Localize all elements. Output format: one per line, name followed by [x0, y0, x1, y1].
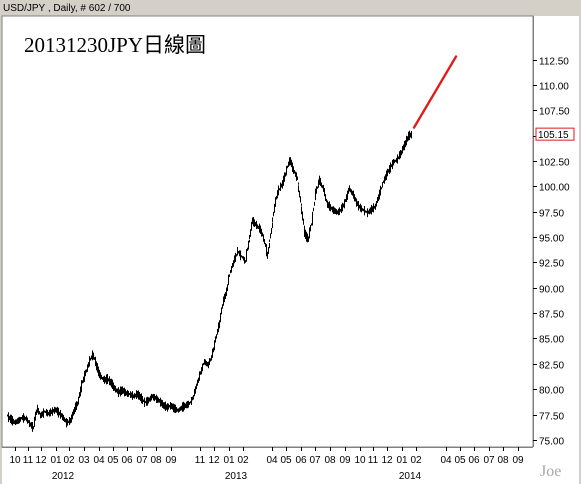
price-bars — [7, 130, 412, 432]
y-tick-label: 112.50 — [539, 57, 569, 68]
x-year-label: 2013 — [225, 471, 248, 482]
y-tick-label: 97.50 — [539, 209, 564, 220]
price-axis-panel — [533, 16, 579, 447]
x-tick-label: 12 — [208, 455, 220, 466]
chart-title: 20131230JPY日線圖 — [24, 33, 206, 57]
projection-line — [412, 55, 458, 129]
y-tick-label: 80.00 — [539, 386, 564, 397]
watermark: Joe — [540, 463, 561, 480]
x-tick-label: 04 — [93, 455, 105, 466]
y-tick-label: 102.50 — [539, 158, 570, 169]
y-tick-label: 110.00 — [539, 82, 569, 93]
x-tick-label: 05 — [107, 455, 119, 466]
x-tick-label: 07 — [309, 455, 321, 466]
x-tick-label: 01 — [223, 455, 235, 466]
y-tick-label: 77.50 — [539, 412, 564, 423]
x-tick-label: 07 — [483, 455, 495, 466]
x-tick-label: 11 — [23, 455, 34, 466]
x-tick-label: 05 — [280, 455, 292, 466]
x-tick-label: 06 — [121, 455, 133, 466]
x-tick-label: 11 — [368, 455, 379, 466]
current-price-marker: 105.15 — [535, 127, 575, 141]
y-tick-label: 85.00 — [539, 335, 564, 346]
y-tick-label: 82.50 — [539, 361, 564, 372]
time-axis: 10 11 12 01 02 03 04 05 06 07 08 09 11 12 01 02 04 05 06 07… — [9, 447, 524, 482]
plot-area[interactable] — [1, 15, 534, 448]
x-tick-label: 01 — [396, 455, 408, 466]
x-tick-label: 10 — [9, 455, 21, 466]
x-tick-label: 04 — [440, 455, 452, 466]
x-tick-label: 07 — [136, 455, 148, 466]
y-tick-label: 75.00 — [539, 437, 564, 448]
x-tick-label: 12 — [35, 455, 47, 466]
y-tick-label: 92.50 — [539, 259, 564, 270]
x-tick-label: 05 — [454, 455, 466, 466]
x-tick-label: 08 — [324, 455, 336, 466]
x-tick-label: 08 — [150, 455, 162, 466]
x-tick-label: 12 — [381, 455, 393, 466]
x-tick-label: 02 — [237, 455, 249, 466]
x-tick-label: 06 — [295, 455, 307, 466]
x-tick-label: 09 — [512, 455, 524, 466]
x-tick-label: 03 — [78, 455, 90, 466]
chart-header: USD/JPY , Daily, # 602 / 700 — [3, 3, 131, 14]
x-tick-label: 09 — [165, 455, 177, 466]
y-tick-label: 95.00 — [539, 234, 564, 245]
current-price-label: 105.15 — [538, 130, 569, 141]
y-tick-label: 107.50 — [539, 107, 570, 118]
x-tick-label: 06 — [468, 455, 480, 466]
x-year-label: 2014 — [399, 471, 422, 482]
x-tick-label: 11 — [195, 455, 206, 466]
y-tick-label: 87.50 — [539, 310, 564, 321]
y-tick-label: 90.00 — [539, 285, 564, 296]
x-tick-label: 02 — [63, 455, 75, 466]
time-axis-panel — [2, 447, 579, 484]
x-year-label: 2012 — [52, 471, 75, 482]
y-tick-label: 100.00 — [539, 183, 570, 194]
current-price-box — [535, 127, 575, 141]
x-tick-label: 10 — [354, 455, 366, 466]
x-tick-label: 04 — [266, 455, 278, 466]
x-tick-label: 02 — [410, 455, 422, 466]
x-tick-label: 09 — [339, 455, 351, 466]
x-tick-label: 01 — [50, 455, 62, 466]
x-tick-label: 08 — [497, 455, 509, 466]
